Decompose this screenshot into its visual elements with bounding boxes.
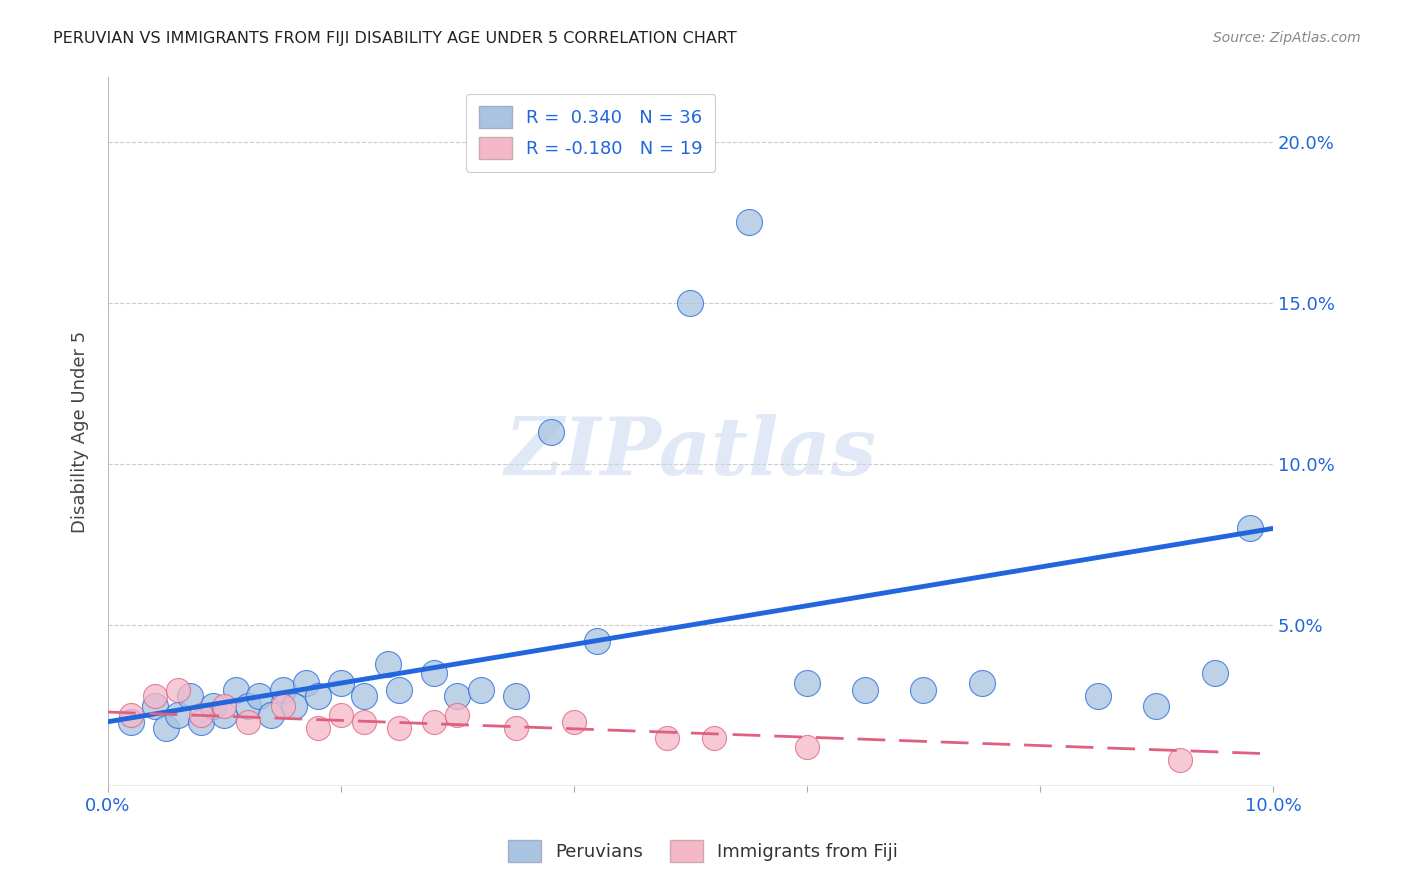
- Point: [120, 714, 142, 729]
- Point: [1168, 753, 1191, 767]
- Point: [796, 740, 818, 755]
- Point: [330, 708, 353, 723]
- Point: [295, 676, 318, 690]
- Point: [912, 682, 935, 697]
- Point: [470, 682, 492, 697]
- Point: [201, 698, 224, 713]
- Point: [1204, 666, 1226, 681]
- Point: [388, 721, 411, 735]
- Point: [307, 721, 329, 735]
- Point: [853, 682, 876, 697]
- Point: [505, 721, 527, 735]
- Point: [562, 714, 585, 729]
- Point: [179, 689, 201, 703]
- Point: [970, 676, 993, 690]
- Point: [796, 676, 818, 690]
- Text: PERUVIAN VS IMMIGRANTS FROM FIJI DISABILITY AGE UNDER 5 CORRELATION CHART: PERUVIAN VS IMMIGRANTS FROM FIJI DISABIL…: [53, 31, 737, 46]
- Point: [236, 714, 259, 729]
- Point: [236, 698, 259, 713]
- Point: [143, 689, 166, 703]
- Point: [271, 682, 294, 697]
- Point: [225, 682, 247, 697]
- Point: [446, 689, 468, 703]
- Point: [1144, 698, 1167, 713]
- Text: ZIPatlas: ZIPatlas: [505, 414, 876, 491]
- Point: [120, 708, 142, 723]
- Text: Source: ZipAtlas.com: Source: ZipAtlas.com: [1213, 31, 1361, 45]
- Point: [703, 731, 725, 745]
- Point: [214, 708, 236, 723]
- Point: [143, 698, 166, 713]
- Point: [167, 708, 190, 723]
- Point: [353, 714, 375, 729]
- Point: [330, 676, 353, 690]
- Point: [271, 698, 294, 713]
- Legend: R =  0.340   N = 36, R = -0.180   N = 19: R = 0.340 N = 36, R = -0.180 N = 19: [467, 94, 716, 172]
- Point: [167, 682, 190, 697]
- Point: [260, 708, 283, 723]
- Point: [377, 657, 399, 671]
- Point: [679, 296, 702, 310]
- Point: [655, 731, 678, 745]
- Point: [388, 682, 411, 697]
- Point: [1087, 689, 1109, 703]
- Point: [214, 698, 236, 713]
- Point: [586, 634, 609, 648]
- Point: [423, 714, 446, 729]
- Point: [353, 689, 375, 703]
- Legend: Peruvians, Immigrants from Fiji: Peruvians, Immigrants from Fiji: [501, 833, 905, 870]
- Point: [423, 666, 446, 681]
- Point: [446, 708, 468, 723]
- Point: [155, 721, 177, 735]
- Point: [190, 708, 212, 723]
- Point: [505, 689, 527, 703]
- Point: [737, 215, 759, 229]
- Y-axis label: Disability Age Under 5: Disability Age Under 5: [72, 331, 89, 533]
- Point: [307, 689, 329, 703]
- Point: [249, 689, 271, 703]
- Point: [1239, 521, 1261, 535]
- Point: [190, 714, 212, 729]
- Point: [283, 698, 305, 713]
- Point: [540, 425, 562, 439]
